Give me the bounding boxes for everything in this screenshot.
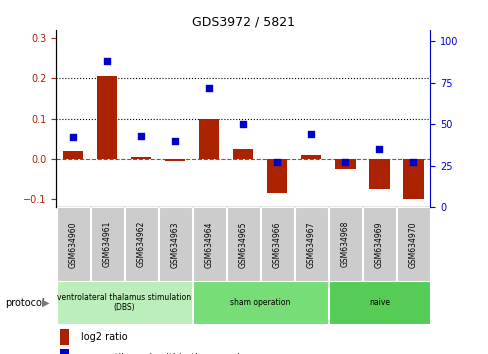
Bar	[60, 329, 69, 345]
Bar	[131, 157, 151, 159]
Point	[137, 133, 145, 138]
Text: GSM634962: GSM634962	[137, 221, 145, 268]
Text: log2 ratio: log2 ratio	[81, 332, 127, 342]
Bar	[233, 149, 253, 159]
Text: sham operation: sham operation	[230, 298, 290, 307]
Text: GSM634963: GSM634963	[170, 221, 180, 268]
Point	[171, 138, 179, 144]
Text: GSM634968: GSM634968	[340, 221, 349, 268]
Point	[408, 159, 416, 165]
Text: GSM634961: GSM634961	[102, 221, 112, 268]
Bar	[158, 207, 191, 281]
Bar	[192, 281, 327, 324]
Text: GSM634964: GSM634964	[204, 221, 213, 268]
Text: protocol: protocol	[5, 298, 44, 308]
Text: percentile rank within the sample: percentile rank within the sample	[81, 353, 245, 354]
Text: GSM634960: GSM634960	[69, 221, 78, 268]
Text: GSM634965: GSM634965	[238, 221, 247, 268]
Bar	[57, 207, 90, 281]
Title: GDS3972 / 5821: GDS3972 / 5821	[191, 16, 294, 29]
Bar	[396, 207, 429, 281]
Point	[307, 131, 315, 137]
Bar	[60, 349, 69, 354]
Bar	[63, 151, 83, 159]
Bar	[165, 159, 185, 161]
Point	[69, 135, 77, 140]
Bar	[192, 207, 225, 281]
Point	[375, 146, 383, 152]
Point	[103, 58, 111, 64]
Bar	[402, 159, 423, 199]
Point	[341, 159, 348, 165]
Point	[273, 159, 281, 165]
Bar	[368, 159, 389, 189]
Bar	[362, 207, 395, 281]
Bar	[294, 207, 327, 281]
Text: GSM634969: GSM634969	[374, 221, 383, 268]
Bar	[266, 159, 287, 193]
Text: ▶: ▶	[41, 298, 49, 308]
Bar	[260, 207, 293, 281]
Bar	[328, 207, 361, 281]
Text: naive: naive	[368, 298, 389, 307]
Text: GSM634967: GSM634967	[306, 221, 315, 268]
Bar	[90, 207, 123, 281]
Point	[205, 85, 213, 91]
Bar	[226, 207, 260, 281]
Bar	[328, 281, 429, 324]
Bar	[301, 155, 321, 159]
Bar	[124, 207, 158, 281]
Text: GSM634970: GSM634970	[408, 221, 417, 268]
Point	[239, 121, 246, 127]
Bar	[97, 76, 117, 159]
Bar	[334, 159, 355, 169]
Text: GSM634966: GSM634966	[272, 221, 281, 268]
Bar	[199, 119, 219, 159]
Text: ventrolateral thalamus stimulation
(DBS): ventrolateral thalamus stimulation (DBS)	[57, 293, 191, 312]
Bar	[57, 281, 191, 324]
